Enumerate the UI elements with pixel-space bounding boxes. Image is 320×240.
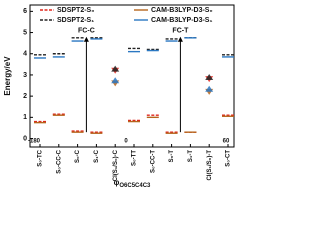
x-tick-label: CI(S₁/S₀)-C bbox=[113, 149, 119, 181]
arrow-head bbox=[177, 36, 183, 42]
y-tick-label: 6 bbox=[23, 8, 27, 15]
x-tick-label: S₀-TT bbox=[132, 150, 138, 166]
annotation: FC-C bbox=[78, 28, 95, 35]
legend-label: CAM-B3LYP-D3-S₁ bbox=[151, 17, 212, 24]
ci-marker bbox=[205, 74, 214, 81]
x-mark-label: -180 bbox=[28, 139, 41, 145]
arrow-head bbox=[83, 36, 89, 42]
x-mark-label: 60 bbox=[223, 139, 230, 145]
y-tick-label: 3 bbox=[23, 72, 27, 79]
legend-label: SDSPT2-S₁ bbox=[57, 17, 94, 24]
y-tick-label: 4 bbox=[23, 51, 27, 58]
x-tick-label: S₁-T bbox=[188, 150, 194, 162]
ci-marker bbox=[205, 85, 214, 92]
x-title-subscript: O6C5C4C3 bbox=[119, 183, 151, 189]
x-tick-label: S₁-C bbox=[94, 149, 100, 162]
x-tick-label: S₀-CC-C bbox=[56, 149, 62, 173]
ci-marker bbox=[111, 77, 120, 84]
plot-frame bbox=[29, 4, 235, 148]
x-mark-label: 0 bbox=[124, 139, 128, 145]
x-tick-label: S₀-T bbox=[169, 150, 175, 163]
annotation: FC-T bbox=[172, 28, 189, 35]
ci-marker bbox=[111, 65, 120, 72]
y-tick-label: 5 bbox=[23, 29, 27, 36]
legend-label: SDSPT2-S₀ bbox=[57, 7, 94, 14]
y-axis-title: Energy/eV bbox=[3, 56, 12, 96]
y-tick-label: 0 bbox=[23, 135, 27, 142]
chart: Energy/eV φO6C5C4C3 0 1 2 3 4 5 6 S₀-TC S₀-CC-C S… bbox=[3, 4, 235, 189]
x-axis-title: φO6C5C4C3 bbox=[114, 178, 151, 188]
x-tick-label: S₀-CT bbox=[226, 150, 232, 167]
x-tick-label: S₀-CC-T bbox=[150, 150, 156, 173]
x-tick-label: CI(S₁/S₀)-T bbox=[207, 150, 213, 181]
x-tick-label: S₀-C bbox=[75, 149, 81, 163]
y-tick-label: 2 bbox=[23, 93, 27, 100]
x-title-symbol: φ bbox=[114, 178, 120, 187]
y-tick-label: 1 bbox=[23, 114, 27, 121]
x-tick-label: S₀-TC bbox=[38, 149, 44, 166]
legend-label: CAM-B3LYP-D3-S₀ bbox=[151, 7, 213, 14]
